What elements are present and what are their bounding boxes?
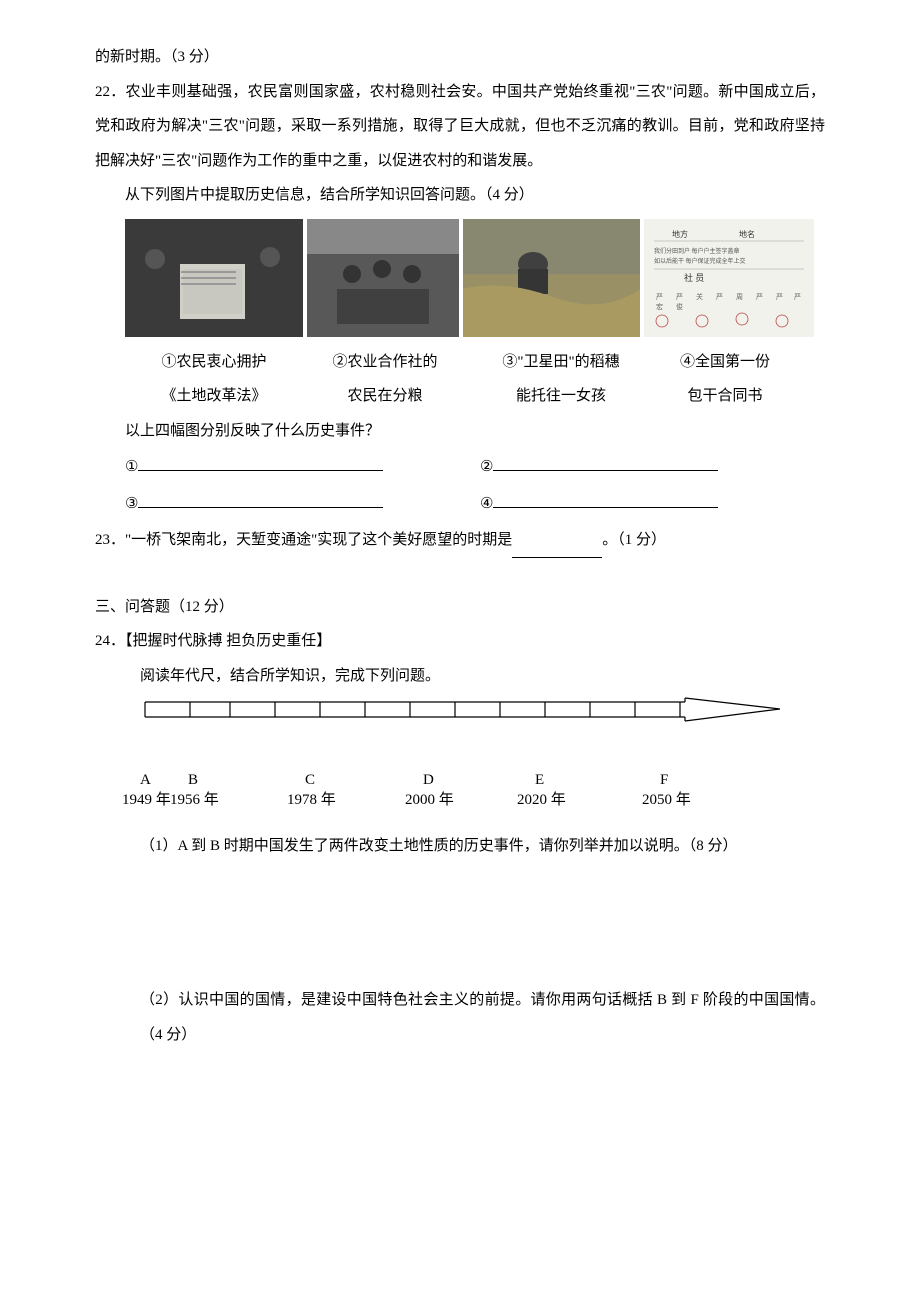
- svg-text:周: 周: [736, 293, 743, 301]
- svg-text:严: 严: [776, 293, 783, 301]
- fill-num-3: ③: [125, 487, 138, 522]
- q23-number: 23．: [95, 532, 125, 548]
- timeline-year: 1978 年: [287, 783, 336, 818]
- q23-blank[interactable]: [512, 540, 602, 558]
- timeline-svg: [140, 697, 780, 755]
- q24-number: 24．: [95, 633, 125, 649]
- timeline-year: 1949 年: [122, 783, 171, 818]
- caption-2-line1: ②农业合作社的: [303, 345, 467, 380]
- svg-text:地方: 地方: [672, 229, 688, 239]
- image-4: 地方地名我们分田到户 每户户主签字盖章如以后能干 每户保证完成全年上交社 员严宏…: [644, 219, 814, 337]
- q22-instruction: 从下列图片中提取历史信息，结合所学知识回答问题。（4 分）: [95, 178, 825, 213]
- caption-2-line2: 农民在分粮: [303, 379, 467, 414]
- svg-text:严: 严: [716, 293, 723, 301]
- caption-1-line2: 《土地改革法》: [125, 379, 303, 414]
- q24-title: 【把握时代脉搏 担负历史重任】: [125, 633, 331, 649]
- caption-3-line2: 能托往一女孩: [467, 379, 655, 414]
- timeline-year: 2020 年: [517, 783, 566, 818]
- caption-4-line1: ④全国第一份: [655, 345, 795, 380]
- q23-after: 。（1 分）: [602, 532, 666, 548]
- svg-text:地名: 地名: [739, 229, 755, 239]
- caption-1-line1: ①农民衷心拥护: [125, 345, 303, 380]
- svg-text:关: 关: [696, 292, 703, 301]
- image-row: 地方地名我们分田到户 每户户主签字盖章如以后能干 每户保证完成全年上交社 员严宏…: [95, 219, 825, 337]
- q24-sub1: （1）A 到 B 时期中国发生了两件改变土地性质的历史事件，请你列举并加以说明。…: [95, 829, 825, 864]
- fill-row-2: ③ ④: [95, 487, 825, 522]
- svg-text:宏: 宏: [656, 302, 663, 311]
- q24-sub2: （2）认识中国的国情，是建设中国特色社会主义的前提。请你用两句话概括 B 到 F…: [95, 983, 825, 1052]
- caption-row-1: ①农民衷心拥护 ②农业合作社的 ③"卫星田"的稻穗 ④全国第一份: [95, 345, 825, 380]
- q24-instruction: 阅读年代尺，结合所学知识，完成下列问题。: [95, 659, 825, 694]
- image-2: [307, 219, 459, 337]
- fill-blank-1[interactable]: [138, 453, 383, 471]
- fill-num-4: ④: [480, 487, 493, 522]
- caption-3-line1: ③"卫星田"的稻穗: [467, 345, 655, 380]
- q24-title-line: 24．【把握时代脉搏 担负历史重任】: [95, 624, 825, 659]
- fill-blank-2[interactable]: [493, 453, 718, 471]
- svg-text:俊: 俊: [676, 302, 683, 311]
- q22-number: 22．: [95, 84, 126, 100]
- timeline-year: 2050 年: [642, 783, 691, 818]
- caption-4-line2: 包干合同书: [655, 379, 795, 414]
- fill-blank-3[interactable]: [138, 490, 383, 508]
- caption-row-2: 《土地改革法》 农民在分粮 能托往一女孩 包干合同书: [95, 379, 825, 414]
- svg-text:我们分田到户 每户户主签字盖章: 我们分田到户 每户户主签字盖章: [654, 247, 740, 255]
- q22-sub-question: 以上四幅图分别反映了什么历史事件？: [95, 414, 825, 449]
- svg-text:严: 严: [794, 293, 801, 301]
- svg-text:社 员: 社 员: [684, 272, 704, 283]
- timeline-year: 2000 年: [405, 783, 454, 818]
- fill-num-2: ②: [480, 450, 493, 485]
- fill-blank-4[interactable]: [493, 490, 718, 508]
- svg-text:严: 严: [656, 293, 663, 301]
- fill-row-1: ① ②: [95, 450, 825, 485]
- section-3-heading: 三、问答题（12 分）: [95, 590, 825, 625]
- fill-num-1: ①: [125, 450, 138, 485]
- q23-before: "一桥飞架南北，天堑变通途"实现了这个美好愿望的时期是: [125, 532, 512, 548]
- svg-text:如以后能干 每户保证完成全年上交: 如以后能干 每户保证完成全年上交: [654, 257, 746, 265]
- timeline-year: 1956 年: [170, 783, 219, 818]
- image-3: [463, 219, 640, 337]
- image-1: [125, 219, 303, 337]
- top-fragment: 的新时期。（3 分）: [95, 40, 825, 75]
- timeline: ABCDEF 1949 年1956 年1978 年2000 年2020 年205…: [95, 697, 825, 809]
- svg-text:严: 严: [676, 293, 683, 301]
- q23-text: 23．"一桥飞架南北，天堑变通途"实现了这个美好愿望的时期是 。（1 分）: [95, 523, 825, 558]
- q22-text: 22．农业丰则基础强，农民富则国家盛，农村稳则社会安。中国共产党始终重视"三农"…: [95, 75, 825, 179]
- svg-text:严: 严: [756, 293, 763, 301]
- q22-body: 农业丰则基础强，农民富则国家盛，农村稳则社会安。中国共产党始终重视"三农"问题。…: [95, 84, 825, 169]
